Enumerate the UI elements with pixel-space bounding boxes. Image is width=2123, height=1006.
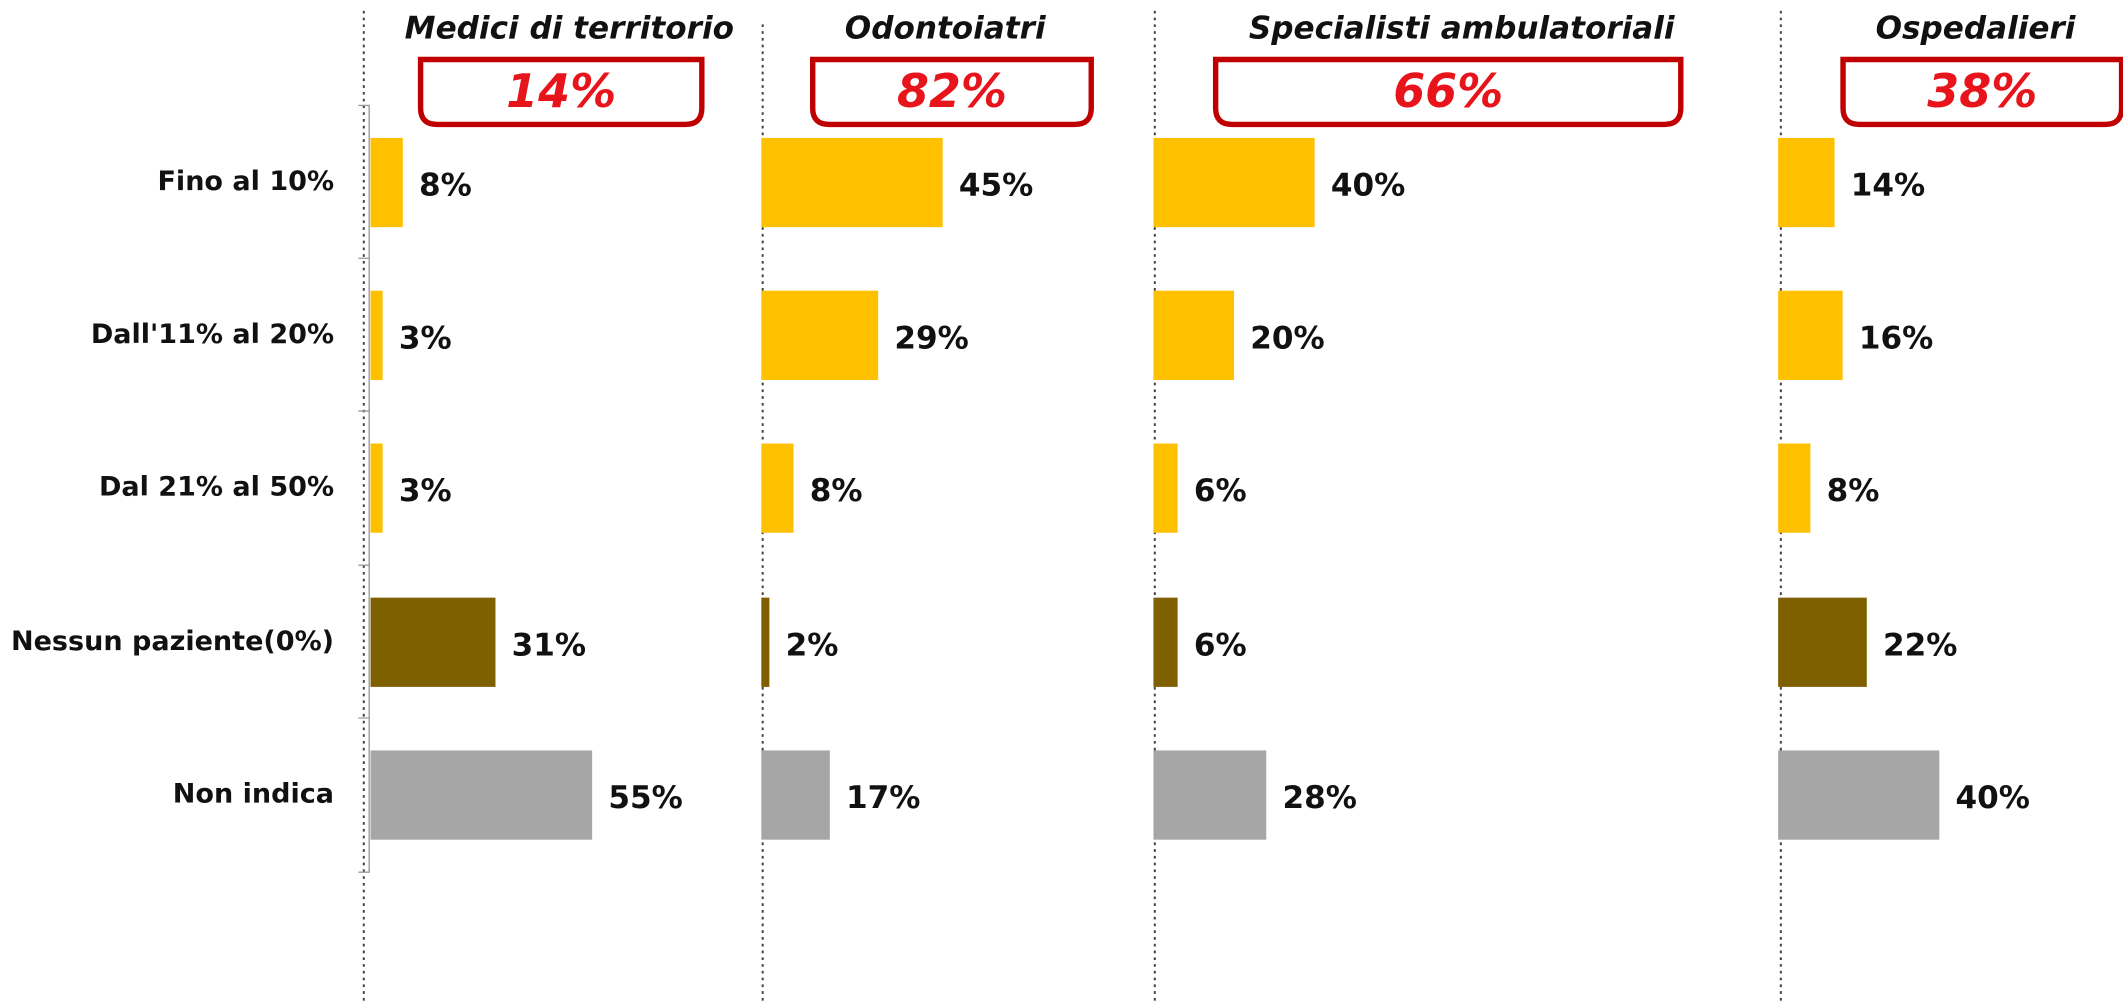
badge-frame [810, 56, 1094, 128]
dividers [362, 10, 1782, 1001]
bar [370, 443, 383, 533]
badge-value: 38% [1927, 64, 2037, 118]
value-label: 29% [894, 320, 968, 356]
badge-value: 82% [897, 64, 1007, 118]
badge-value: 66% [1393, 64, 1503, 118]
value-label: 3% [399, 320, 452, 356]
category-label: Dall'11% al 20% [91, 319, 334, 350]
bar [1153, 290, 1235, 380]
value-label: 55% [608, 780, 682, 816]
badge-frame [1840, 56, 2123, 128]
panel-title: Specialisti ambulatoriali [1249, 11, 1675, 47]
value-label: 8% [419, 168, 472, 204]
bar [370, 137, 403, 228]
panel-title: Medici di territorio [405, 11, 734, 47]
category-label: Nessun paziente(0%) [11, 626, 334, 657]
bar [1778, 137, 1835, 228]
bar [370, 750, 593, 840]
bar [761, 137, 943, 228]
category-label: Non indica [173, 779, 334, 810]
bar [1153, 137, 1315, 228]
badge-value: 14% [506, 64, 616, 118]
bar [1153, 597, 1178, 687]
value-label: 8% [1827, 473, 1880, 509]
value-label: 40% [1956, 780, 2030, 816]
bar [761, 443, 794, 533]
panel-title: Ospedalieri [1876, 11, 2076, 47]
value-label: 6% [1194, 473, 1247, 509]
badge-frame [417, 56, 705, 128]
bar [761, 750, 830, 840]
category-axis [358, 104, 370, 873]
bar [1153, 443, 1178, 533]
value-label: 28% [1282, 780, 1356, 816]
bar [1778, 597, 1867, 687]
bar [370, 290, 383, 380]
bar [1778, 443, 1811, 533]
category-label: Fino al 10% [157, 166, 334, 197]
category-label: Dal 21% al 50% [99, 472, 334, 503]
bar [1778, 750, 1940, 840]
value-label: 31% [512, 627, 586, 663]
bar [1153, 750, 1267, 840]
bar [761, 597, 770, 687]
value-label: 17% [846, 780, 920, 816]
value-label: 16% [1859, 320, 1933, 356]
value-label: 22% [1883, 627, 1957, 663]
value-label: 20% [1250, 320, 1324, 356]
value-label: 6% [1194, 627, 1247, 663]
badge-frame [1212, 56, 1684, 128]
value-label: 2% [786, 627, 839, 663]
value-label: 3% [399, 473, 452, 509]
panel-title: Odontoiatri [845, 11, 1046, 47]
bar [761, 290, 879, 380]
bar [1778, 290, 1843, 380]
value-label: 40% [1331, 168, 1405, 204]
value-label: 8% [810, 473, 863, 509]
value-label: 45% [959, 168, 1033, 204]
bar [370, 597, 496, 687]
value-label: 14% [1851, 168, 1925, 204]
